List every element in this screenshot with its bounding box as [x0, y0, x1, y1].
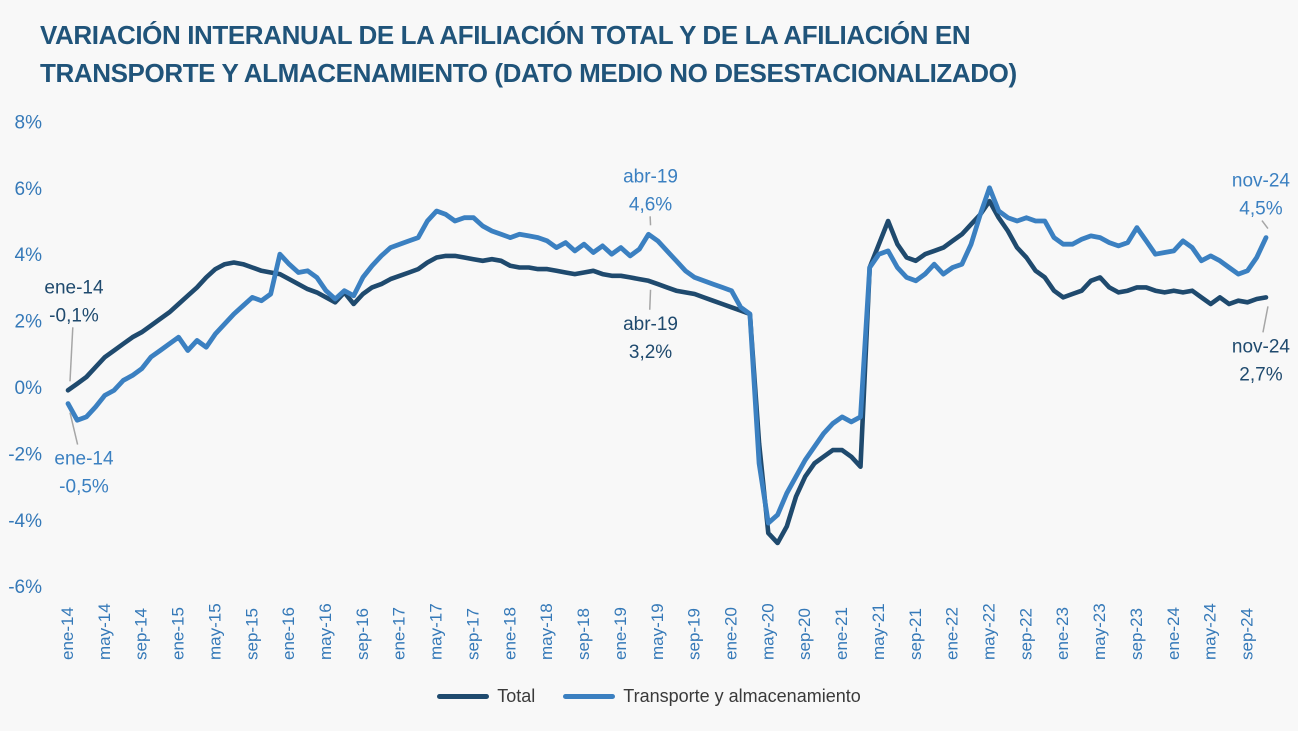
y-tick-label--4: -4% — [8, 511, 42, 532]
x-tick-label-sep-14: sep-14 — [132, 608, 151, 660]
chart-title-line-1: VARIACIÓN INTERANUAL DE LA AFILIACIÓN TO… — [40, 20, 971, 50]
x-tick-label-may-18: may-18 — [537, 603, 556, 660]
x-tick-label-may-20: may-20 — [758, 603, 777, 660]
x-tick-label-sep-18: sep-18 — [574, 608, 593, 660]
chart-legend: Total Transporte y almacenamiento — [0, 686, 1298, 707]
annotation-leader-line — [648, 289, 652, 310]
annotation-leader-line — [1261, 220, 1269, 230]
annotation-value: -0,5% — [59, 477, 109, 498]
annotation-label: abr-19 — [623, 166, 678, 187]
legend-item-transporte: Transporte y almacenamiento — [563, 686, 861, 707]
x-axis-tick-labels: ene-14 may-14 sep-14 ene-15 may-15 sep-15 ene-… — [58, 603, 1257, 660]
annotation-nov-24-transporte: nov-24 4,5% — [1232, 171, 1291, 230]
x-tick-label-ene-15: ene-15 — [169, 607, 188, 660]
x-tick-label-ene-17: ene-17 — [390, 607, 409, 660]
chart-title-line-2: TRANSPORTE Y ALMACENAMIENTO (DATO MEDIO … — [40, 58, 1017, 88]
x-tick-label-sep-23: sep-23 — [1127, 608, 1146, 660]
annotation-value: 3,2% — [629, 342, 672, 363]
annotation-label: nov-24 — [1232, 171, 1291, 192]
annotation-label: ene-14 — [54, 449, 114, 470]
annotation-ene-14-transporte: ene-14 -0,5% — [54, 412, 114, 498]
x-tick-label-ene-19: ene-19 — [611, 607, 630, 660]
annotation-abr-19-transporte: abr-19 4,6% — [623, 166, 678, 226]
x-tick-label-ene-23: ene-23 — [1053, 607, 1072, 660]
x-tick-label-may-17: may-17 — [427, 603, 446, 660]
x-tick-label-may-21: may-21 — [869, 603, 888, 660]
y-tick-label--6: -6% — [8, 577, 42, 598]
x-tick-label-may-23: may-23 — [1090, 603, 1109, 660]
x-tick-label-ene-20: ene-20 — [721, 607, 740, 660]
x-tick-label-sep-19: sep-19 — [685, 608, 704, 660]
x-tick-label-sep-24: sep-24 — [1238, 608, 1257, 660]
x-tick-label-ene-21: ene-21 — [832, 607, 851, 660]
annotation-abr-19-total: abr-19 3,2% — [623, 289, 678, 363]
x-tick-label-sep-22: sep-22 — [1016, 608, 1035, 660]
annotation-leader-line — [1262, 306, 1269, 333]
x-tick-label-ene-18: ene-18 — [500, 607, 519, 660]
legend-swatch-transporte — [563, 694, 616, 699]
x-tick-label-sep-20: sep-20 — [795, 608, 814, 660]
chart-title: VARIACIÓN INTERANUAL DE LA AFILIACIÓN TO… — [40, 16, 1050, 92]
y-tick-label-0: 0% — [15, 378, 43, 399]
legend-item-total: Total — [437, 686, 535, 707]
x-tick-label-ene-24: ene-24 — [1164, 607, 1183, 660]
x-tick-label-may-24: may-24 — [1201, 603, 1220, 660]
x-tick-label-ene-14: ene-14 — [58, 607, 77, 660]
y-axis-tick-labels: 8% 6% 4% 2% 0% -2% -4% -6% — [8, 112, 42, 598]
y-tick-label-2: 2% — [15, 312, 43, 333]
legend-label-total: Total — [497, 686, 536, 706]
annotation-value: 2,7% — [1239, 364, 1282, 385]
x-tick-label-sep-21: sep-21 — [906, 608, 925, 660]
x-tick-label-may-14: may-14 — [95, 603, 114, 660]
x-tick-label-sep-17: sep-17 — [463, 608, 482, 660]
annotation-label: ene-14 — [44, 277, 104, 298]
series-line-total — [65, 198, 1269, 546]
y-tick-label-6: 6% — [15, 179, 43, 200]
annotation-value: 4,6% — [629, 194, 672, 215]
annotation-label: nov-24 — [1232, 336, 1291, 357]
x-tick-label-ene-22: ene-22 — [943, 607, 962, 660]
series-line-transporte — [65, 185, 1269, 526]
y-tick-label--2: -2% — [8, 444, 42, 465]
annotation-leader-line — [69, 412, 79, 445]
annotation-value: -0,1% — [49, 305, 99, 326]
annotation-value: 4,5% — [1239, 199, 1282, 220]
y-tick-label-4: 4% — [15, 245, 43, 266]
annotation-nov-24-total: nov-24 2,7% — [1232, 306, 1291, 385]
x-tick-label-sep-15: sep-15 — [242, 608, 261, 660]
x-tick-label-may-15: may-15 — [205, 603, 224, 660]
y-tick-label-8: 8% — [15, 112, 43, 133]
annotation-label: abr-19 — [623, 314, 678, 335]
legend-swatch-total — [437, 694, 490, 699]
x-tick-label-may-16: may-16 — [316, 603, 335, 660]
x-tick-label-sep-16: sep-16 — [353, 608, 372, 660]
x-tick-label-may-19: may-19 — [648, 603, 667, 660]
legend-label-transporte: Transporte y almacenamiento — [623, 686, 861, 706]
annotation-leader-line — [69, 327, 74, 382]
x-tick-label-ene-16: ene-16 — [279, 607, 298, 660]
x-tick-label-may-22: may-22 — [980, 603, 999, 660]
annotation-ene-14-total: ene-14 -0,1% — [44, 277, 104, 382]
